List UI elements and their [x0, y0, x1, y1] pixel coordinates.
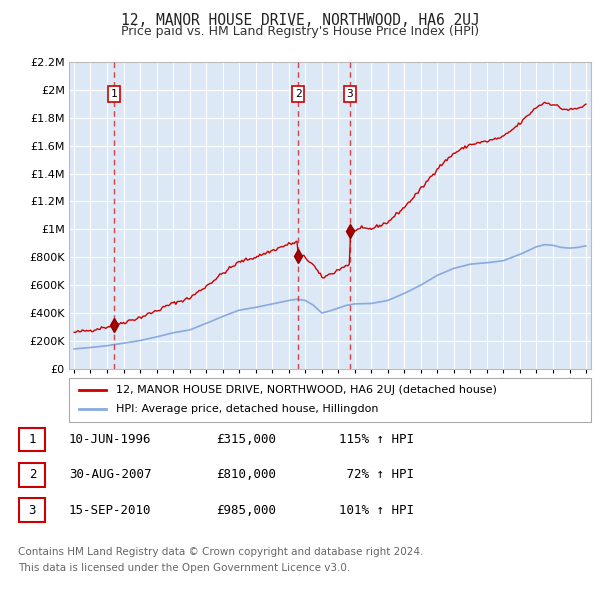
Text: £810,000: £810,000	[216, 468, 276, 481]
Text: 3: 3	[29, 504, 36, 517]
Text: £985,000: £985,000	[216, 504, 276, 517]
Text: 3: 3	[347, 89, 353, 99]
FancyBboxPatch shape	[19, 463, 46, 487]
Text: 2: 2	[295, 89, 302, 99]
Text: 101% ↑ HPI: 101% ↑ HPI	[339, 504, 414, 517]
Text: 12, MANOR HOUSE DRIVE, NORTHWOOD, HA6 2UJ: 12, MANOR HOUSE DRIVE, NORTHWOOD, HA6 2U…	[121, 13, 479, 28]
Text: 1: 1	[29, 433, 36, 446]
Text: 115% ↑ HPI: 115% ↑ HPI	[339, 433, 414, 446]
Text: This data is licensed under the Open Government Licence v3.0.: This data is licensed under the Open Gov…	[18, 563, 350, 572]
Text: 30-AUG-2007: 30-AUG-2007	[69, 468, 151, 481]
Text: 12, MANOR HOUSE DRIVE, NORTHWOOD, HA6 2UJ (detached house): 12, MANOR HOUSE DRIVE, NORTHWOOD, HA6 2U…	[116, 385, 497, 395]
Text: 10-JUN-1996: 10-JUN-1996	[69, 433, 151, 446]
Text: 15-SEP-2010: 15-SEP-2010	[69, 504, 151, 517]
FancyBboxPatch shape	[19, 499, 46, 522]
FancyBboxPatch shape	[19, 428, 46, 451]
Text: Contains HM Land Registry data © Crown copyright and database right 2024.: Contains HM Land Registry data © Crown c…	[18, 547, 424, 556]
Text: 1: 1	[111, 89, 118, 99]
Text: HPI: Average price, detached house, Hillingdon: HPI: Average price, detached house, Hill…	[116, 405, 379, 414]
Text: 2: 2	[29, 468, 36, 481]
Text: 72% ↑ HPI: 72% ↑ HPI	[339, 468, 414, 481]
FancyBboxPatch shape	[69, 378, 591, 422]
Text: £315,000: £315,000	[216, 433, 276, 446]
Text: Price paid vs. HM Land Registry's House Price Index (HPI): Price paid vs. HM Land Registry's House …	[121, 25, 479, 38]
